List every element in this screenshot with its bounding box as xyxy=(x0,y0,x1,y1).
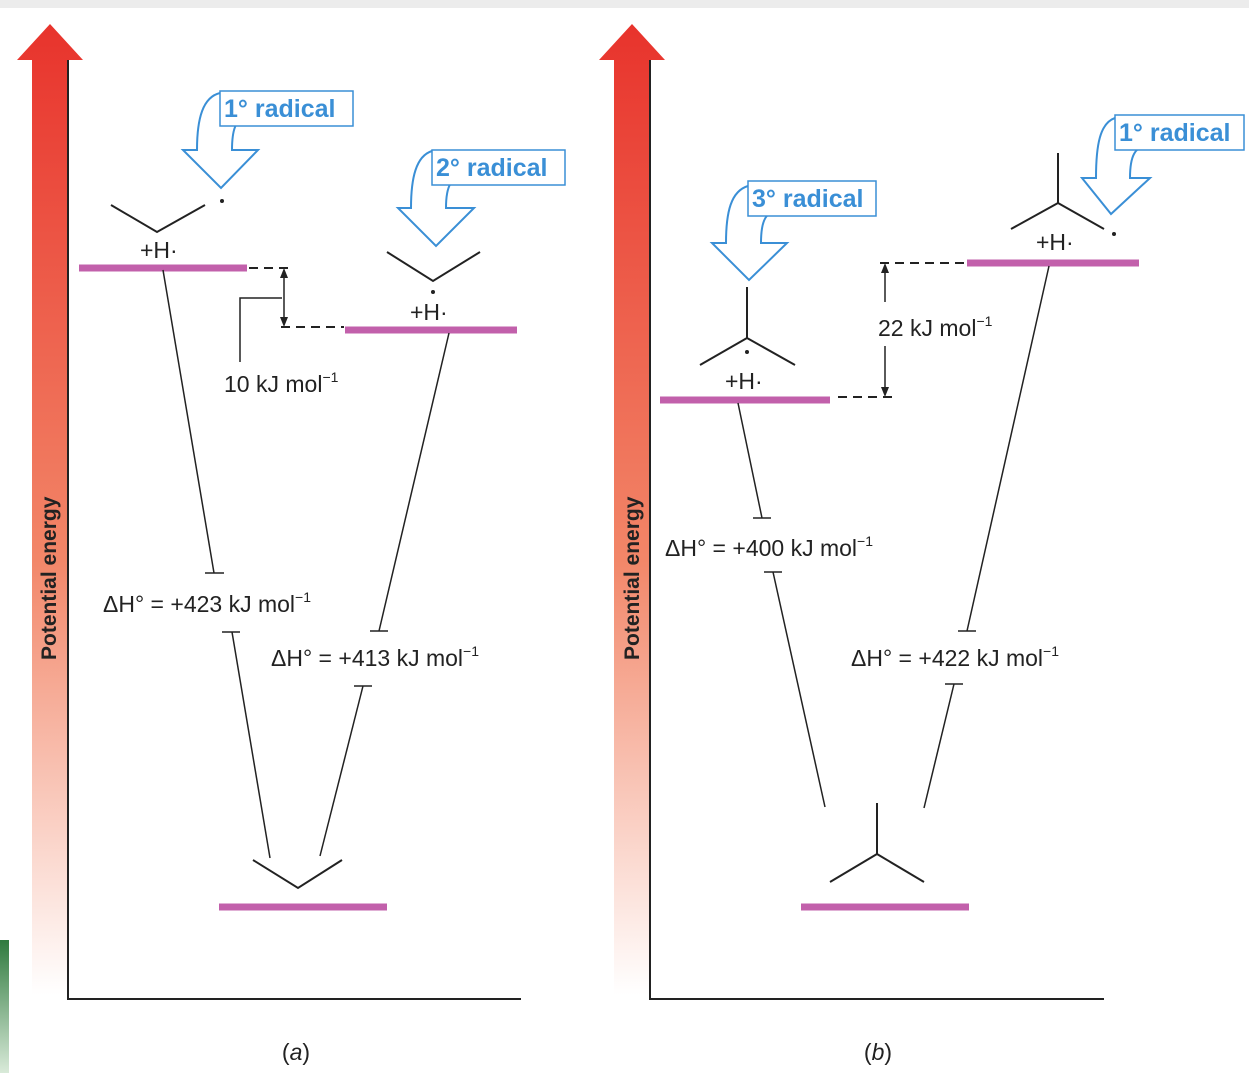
enthalpy-line-lower-left-a xyxy=(231,631,271,859)
enthalpy-line-upper-left-a xyxy=(162,269,215,574)
radical-dot-secondary-a xyxy=(431,290,435,294)
panel-a: Potential energy +H· +H· 1° radical 2° r… xyxy=(17,24,566,1065)
enthalpy-label-primary-b: ΔH° = +422 kJ mol−1 xyxy=(851,643,1059,671)
radical-label-tertiary-b: 3° radical xyxy=(752,185,863,213)
gap-arrowhead-up-a xyxy=(280,268,288,278)
radical-dot-tertiary-b xyxy=(745,350,749,354)
enthalpy-line-lower-right-a xyxy=(319,685,364,857)
enthalpy-label-secondary-a: ΔH° = +413 kJ mol−1 xyxy=(271,643,479,671)
molecule-primary-radical-b xyxy=(1010,153,1105,230)
radical-dot-primary-b xyxy=(1112,232,1116,236)
gap-label-a: 10 kJ mol−1 xyxy=(224,369,339,397)
axis-label-b: Potential energy xyxy=(621,496,644,660)
h-atom-label-a-1: +H· xyxy=(140,237,178,263)
panel-label-a: (a) xyxy=(282,1039,310,1065)
gap-arrowhead-down-b xyxy=(881,387,889,397)
gap-label-b: 22 kJ mol−1 xyxy=(878,313,993,341)
h-atom-label-b-1: +H· xyxy=(725,368,763,394)
molecule-tertiary-radical-b xyxy=(699,287,796,366)
gap-leader-line-a xyxy=(239,297,282,362)
callout-box-primary-b xyxy=(1114,114,1245,151)
gap-arrowhead-down-a xyxy=(280,317,288,327)
enthalpy-line-upper-left-b xyxy=(737,402,763,519)
enthalpy-line-upper-right-b xyxy=(966,265,1050,632)
callout-box-tertiary-b xyxy=(747,180,877,217)
gap-arrowhead-up-b xyxy=(881,263,889,273)
enthalpy-label-tertiary-b: ΔH° = +400 kJ mol−1 xyxy=(665,533,873,561)
axis-label-a: Potential energy xyxy=(38,496,61,660)
potential-energy-arrow-a xyxy=(17,24,83,995)
top-border-strip xyxy=(0,0,1249,8)
radical-label-secondary-a: 2° radical xyxy=(436,154,547,182)
panel-label-b: (b) xyxy=(864,1039,892,1065)
h-atom-label-a-2: +H· xyxy=(410,299,448,325)
radical-label-primary-b: 1° radical xyxy=(1119,119,1230,147)
molecule-isobutane-b xyxy=(829,803,925,883)
potential-energy-arrow-b xyxy=(599,24,665,995)
molecule-propane-a xyxy=(252,859,343,890)
enthalpy-line-lower-right-b xyxy=(923,683,955,809)
molecule-secondary-radical-a xyxy=(386,251,481,283)
callout-box-primary-a xyxy=(219,90,354,127)
enthalpy-label-primary-a: ΔH° = +423 kJ mol−1 xyxy=(103,589,311,617)
left-edge-strip xyxy=(0,940,9,1073)
panel-b: Potential energy +H· +H· xyxy=(599,24,1245,1065)
enthalpy-line-lower-left-b xyxy=(772,571,826,808)
radical-label-primary-a: 1° radical xyxy=(224,95,335,123)
callout-box-secondary-a xyxy=(431,149,566,186)
molecule-primary-radical-a xyxy=(110,204,206,234)
enthalpy-line-upper-right-a xyxy=(378,332,450,632)
radical-dot-primary-a xyxy=(220,199,224,203)
h-atom-label-b-2: +H· xyxy=(1036,229,1074,255)
